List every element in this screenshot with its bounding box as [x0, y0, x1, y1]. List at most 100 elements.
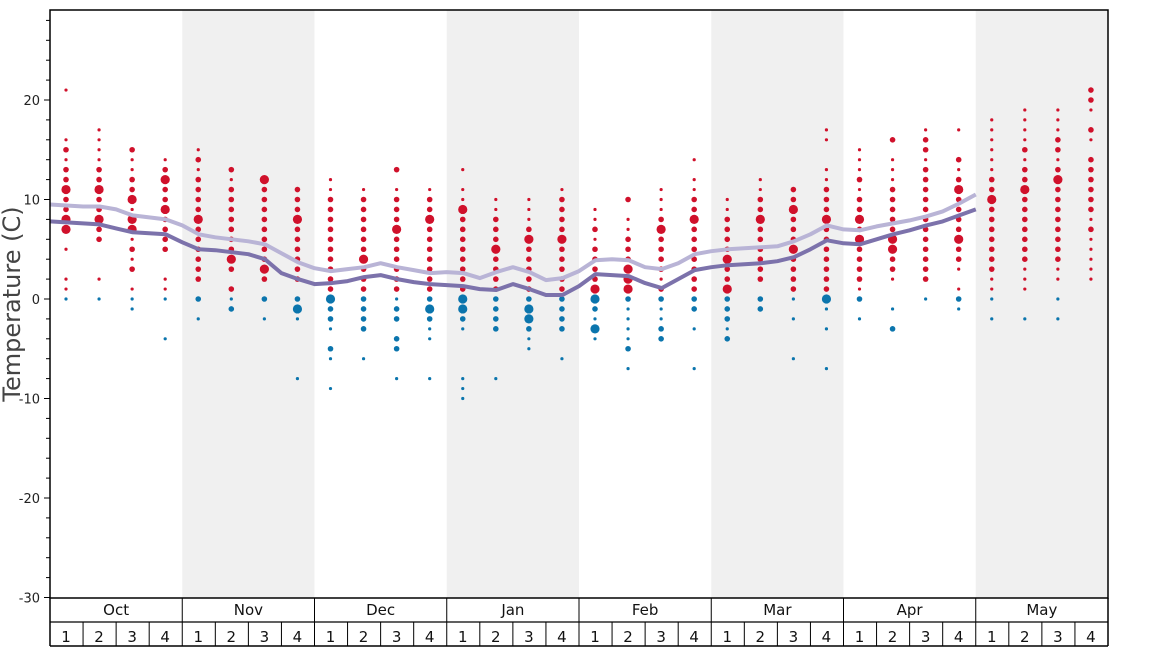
warm-dot	[854, 214, 865, 224]
week-label: 4	[160, 628, 170, 646]
warm-dot	[261, 196, 268, 203]
cold-dot	[593, 317, 597, 321]
warm-dot	[96, 176, 102, 183]
warm-dot	[691, 196, 697, 203]
week-label: 2	[491, 628, 501, 646]
warm-dot	[360, 216, 367, 223]
cold-dot	[461, 386, 465, 391]
month-label: Dec	[366, 601, 395, 619]
warm-dot	[691, 246, 697, 253]
cold-dot	[1056, 317, 1060, 321]
warm-dot	[593, 207, 597, 212]
warm-dot	[988, 226, 995, 233]
week-label: 3	[260, 628, 270, 646]
cold-dot	[294, 296, 301, 302]
warm-dot	[130, 257, 134, 261]
warm-dot	[823, 196, 830, 203]
warm-dot	[1088, 156, 1094, 163]
warm-dot	[691, 276, 697, 282]
warm-dot	[63, 166, 69, 173]
warm-dot	[592, 266, 598, 272]
warm-dot	[988, 176, 995, 183]
cold-dot	[527, 337, 531, 341]
warm-dot	[327, 236, 334, 243]
cold-dot	[262, 317, 266, 321]
warm-dot	[988, 246, 995, 253]
warm-dot	[724, 236, 731, 243]
cold-dot	[658, 296, 664, 302]
warm-dot	[261, 206, 268, 213]
cold-dot	[428, 337, 432, 341]
cold-dot	[461, 327, 465, 331]
cold-dot	[261, 296, 268, 302]
warm-dot	[559, 196, 565, 203]
warm-dot	[1056, 118, 1060, 122]
cold-dot	[824, 307, 829, 311]
warm-dot	[658, 246, 664, 253]
warm-dot	[162, 236, 168, 243]
warm-dot	[328, 178, 333, 182]
warm-dot	[824, 138, 829, 142]
warm-dot	[228, 166, 235, 173]
warm-dot	[130, 168, 134, 172]
month-label: Oct	[103, 601, 129, 619]
warm-dot	[823, 256, 830, 263]
month-label: Jan	[500, 601, 524, 619]
warm-dot	[856, 256, 863, 263]
cold-dot	[461, 396, 465, 401]
warm-dot	[559, 266, 565, 272]
cold-dot	[658, 326, 664, 332]
warm-dot	[1088, 176, 1094, 183]
warm-dot	[559, 206, 565, 213]
week-label: 2	[227, 628, 237, 646]
warm-dot	[426, 206, 433, 213]
warm-dot	[857, 168, 862, 172]
warm-dot	[988, 236, 995, 243]
cold-dot	[130, 297, 134, 301]
warm-dot	[294, 236, 301, 243]
week-label: 1	[61, 628, 71, 646]
warm-dot	[1088, 97, 1094, 103]
warm-dot	[393, 256, 400, 263]
month-band	[711, 10, 844, 598]
warm-dot	[261, 246, 268, 253]
cold-dot	[425, 304, 435, 314]
warm-dot	[988, 216, 995, 223]
warm-dot	[1023, 138, 1027, 142]
week-label: 2	[359, 628, 369, 646]
cold-dot	[724, 316, 731, 322]
warm-dot	[96, 166, 102, 173]
warm-dot	[757, 276, 764, 282]
warm-dot	[64, 138, 68, 142]
cold-dot	[428, 377, 432, 381]
warm-dot	[957, 267, 961, 271]
warm-dot	[294, 186, 301, 193]
warm-dot	[824, 178, 829, 182]
warm-dot	[459, 216, 466, 223]
warm-dot	[129, 186, 135, 193]
warm-dot	[129, 176, 135, 183]
warm-dot	[890, 158, 895, 162]
warm-dot	[922, 246, 929, 253]
warm-dot	[1088, 87, 1094, 93]
cold-dot	[393, 316, 400, 322]
warm-dot	[990, 168, 994, 172]
warm-dot	[856, 266, 863, 272]
warm-dot	[1088, 206, 1094, 213]
warm-dot	[593, 237, 597, 241]
cold-dot	[955, 296, 962, 302]
cold-dot	[659, 317, 663, 321]
warm-dot	[755, 214, 765, 224]
cold-dot	[228, 306, 235, 312]
warm-dot	[127, 194, 137, 205]
warm-dot	[392, 224, 402, 234]
cold-dot	[821, 294, 832, 304]
warm-dot	[790, 286, 797, 292]
week-label: 3	[127, 628, 137, 646]
warm-dot	[1055, 236, 1061, 243]
warm-dot	[757, 196, 764, 203]
warm-dot	[724, 226, 731, 233]
warm-dot	[823, 286, 830, 292]
warm-dot	[957, 128, 961, 132]
